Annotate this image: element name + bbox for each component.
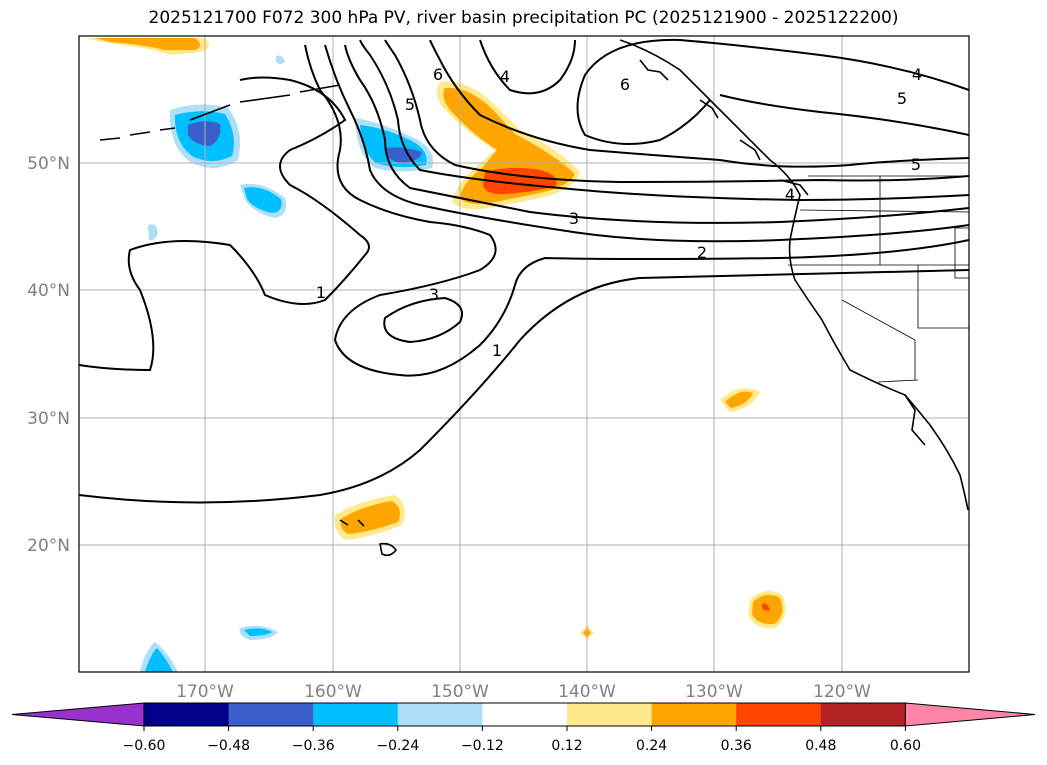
pv-contours [79, 38, 969, 504]
contour-label: 5 [405, 95, 415, 114]
contour-label: 6 [620, 75, 630, 94]
lat-label: 20°N [27, 536, 70, 556]
colorbar-tick-label: −0.60 [123, 738, 166, 754]
contour-label: 4 [785, 185, 795, 204]
contour-label: 5 [897, 89, 907, 108]
contour-label: 6 [433, 65, 443, 84]
colorbar-segment [144, 703, 230, 726]
map-title: 2025121700 F072 300 hPa PV, river basin … [148, 8, 899, 28]
contour-label: 2 [697, 243, 707, 262]
colorbar-tick-label: −0.36 [292, 738, 335, 754]
contour-label: 1 [316, 283, 326, 302]
lon-label: 120°W [813, 682, 871, 702]
colorbar-segment [736, 703, 822, 726]
contour-label: 4 [500, 67, 510, 86]
colorbar-tick-label: 0.12 [551, 738, 582, 754]
lat-label: 40°N [27, 281, 70, 301]
colorbar-extend-low [11, 702, 145, 727]
colorbar-segment [482, 703, 568, 726]
map-frame [78, 35, 970, 673]
precip-shading [85, 38, 786, 672]
contour-label: 3 [429, 285, 439, 304]
lon-label: 170°W [176, 682, 234, 702]
colorbar-tick-label: 0.24 [636, 738, 667, 754]
lon-axis: 170°W 160°W 150°W 140°W 130°W 120°W [176, 682, 871, 702]
colorbar-tick-label: 0.60 [890, 738, 921, 754]
colorbar-segment [313, 703, 399, 726]
colorbar-tick-label: −0.48 [207, 738, 250, 754]
contour-label: 1 [492, 341, 502, 360]
lon-label: 150°W [431, 682, 489, 702]
colorbar-tick-label: −0.12 [461, 738, 504, 754]
colorbar-tick-label: 0.36 [721, 738, 752, 754]
colorbar: −0.60 −0.48 −0.36 −0.24 −0.12 0.12 0.24 0.36 0.4… [11, 702, 1036, 754]
lon-label: 130°W [685, 682, 743, 702]
coastline [99, 39, 969, 557]
contour-label: 3 [569, 209, 579, 228]
lat-label: 50°N [27, 154, 70, 174]
colorbar-segment [820, 703, 906, 726]
colorbar-segment [397, 703, 483, 726]
colorbar-extend-high [904, 702, 1036, 727]
lat-label: 30°N [27, 409, 70, 429]
lon-label: 140°W [558, 682, 616, 702]
lat-axis: 50°N 40°N 30°N 20°N [27, 154, 70, 556]
graticule [79, 36, 969, 672]
colorbar-border [143, 702, 906, 727]
colorbar-segment [567, 703, 653, 726]
colorbar-segment [651, 703, 737, 726]
contour-labels: 6 5 4 6 4 5 5 4 3 2 1 3 1 [316, 65, 922, 360]
lon-label: 160°W [304, 682, 362, 702]
colorbar-tick-label: 0.48 [805, 738, 836, 754]
colorbar-segment [228, 703, 314, 726]
contour-label: 4 [912, 65, 922, 84]
colorbar-tick-label: −0.24 [376, 738, 419, 754]
contour-label: 5 [911, 155, 921, 174]
